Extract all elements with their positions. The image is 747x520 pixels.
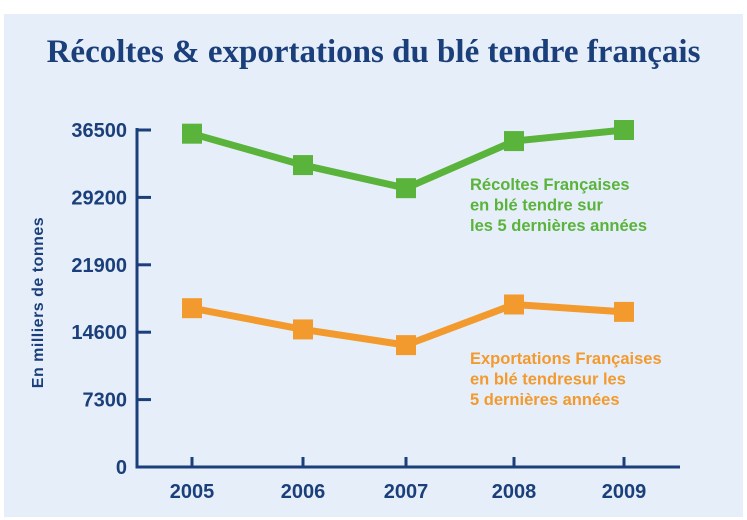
y-tick-label: 7300 bbox=[83, 390, 128, 412]
x-tick-label: 2006 bbox=[281, 481, 326, 503]
x-tick-label: 2007 bbox=[384, 481, 429, 503]
series-2-label: 5 dernières années bbox=[470, 391, 620, 409]
series-2-marker bbox=[182, 298, 202, 319]
y-tick-label: 36500 bbox=[71, 120, 127, 142]
y-tick-label: 0 bbox=[116, 457, 127, 479]
series-1-marker bbox=[396, 178, 416, 199]
x-tick-label: 2009 bbox=[602, 481, 647, 503]
series-2-label: en blé tendresur les bbox=[470, 371, 626, 389]
series-1-label: en blé tendre sur bbox=[470, 197, 604, 215]
series-1-marker bbox=[614, 120, 634, 140]
series-1-marker bbox=[293, 155, 313, 176]
x-tick-label: 2008 bbox=[492, 481, 537, 503]
series-1-marker bbox=[182, 123, 202, 144]
series-1-label: Récoltes Françaises bbox=[470, 176, 630, 194]
series-2-marker bbox=[293, 319, 313, 340]
chart-panel: Récoltes & exportations du blé tendre fr… bbox=[4, 14, 743, 517]
series-2-label: Exportations Françaises bbox=[470, 350, 662, 368]
y-tick-label: 21900 bbox=[71, 255, 127, 277]
y-tick-label: 29200 bbox=[71, 187, 127, 209]
series-1-label: les 5 dernières années bbox=[470, 217, 647, 235]
y-axis-label: En milliers de tonnes bbox=[30, 217, 47, 388]
chart-title: Récoltes & exportations du blé tendre fr… bbox=[46, 34, 701, 70]
series-2-marker bbox=[504, 294, 524, 315]
series-1-marker bbox=[504, 131, 524, 152]
x-tick-label: 2005 bbox=[170, 481, 215, 503]
y-tick-label: 14600 bbox=[71, 322, 127, 344]
series-2-marker bbox=[396, 335, 416, 356]
series-2-marker bbox=[614, 301, 634, 322]
